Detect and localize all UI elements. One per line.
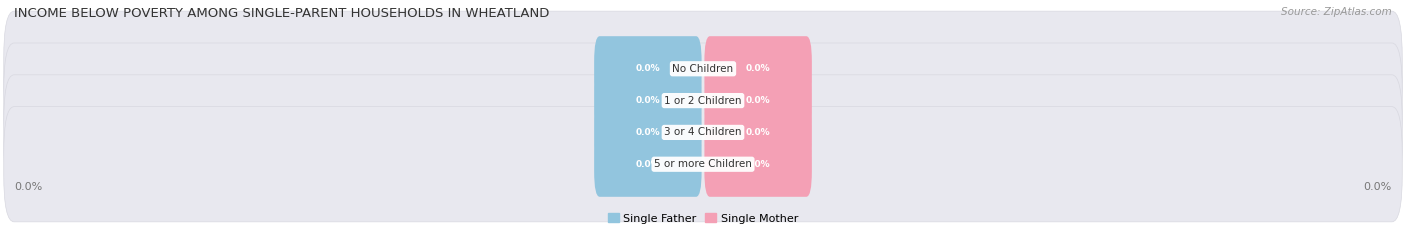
Text: 1 or 2 Children: 1 or 2 Children (664, 96, 742, 106)
Text: 0.0%: 0.0% (745, 128, 770, 137)
Legend: Single Father, Single Mother: Single Father, Single Mother (606, 211, 800, 226)
FancyBboxPatch shape (595, 100, 702, 165)
Text: 0.0%: 0.0% (636, 160, 661, 169)
Text: 0.0%: 0.0% (636, 64, 661, 73)
Text: 3 or 4 Children: 3 or 4 Children (664, 127, 742, 137)
Text: 0.0%: 0.0% (745, 96, 770, 105)
FancyBboxPatch shape (595, 36, 702, 101)
Text: 0.0%: 0.0% (1364, 182, 1392, 192)
Text: 0.0%: 0.0% (636, 96, 661, 105)
FancyBboxPatch shape (704, 132, 811, 197)
Text: 5 or more Children: 5 or more Children (654, 159, 752, 169)
FancyBboxPatch shape (595, 68, 702, 133)
Text: 0.0%: 0.0% (14, 182, 42, 192)
FancyBboxPatch shape (704, 100, 811, 165)
FancyBboxPatch shape (704, 36, 811, 101)
FancyBboxPatch shape (4, 75, 1402, 190)
FancyBboxPatch shape (704, 68, 811, 133)
Text: 0.0%: 0.0% (636, 128, 661, 137)
FancyBboxPatch shape (4, 107, 1402, 222)
Text: INCOME BELOW POVERTY AMONG SINGLE-PARENT HOUSEHOLDS IN WHEATLAND: INCOME BELOW POVERTY AMONG SINGLE-PARENT… (14, 7, 550, 20)
FancyBboxPatch shape (4, 43, 1402, 158)
Text: 0.0%: 0.0% (745, 160, 770, 169)
FancyBboxPatch shape (595, 132, 702, 197)
Text: No Children: No Children (672, 64, 734, 74)
Text: 0.0%: 0.0% (745, 64, 770, 73)
Text: Source: ZipAtlas.com: Source: ZipAtlas.com (1281, 7, 1392, 17)
FancyBboxPatch shape (4, 11, 1402, 126)
